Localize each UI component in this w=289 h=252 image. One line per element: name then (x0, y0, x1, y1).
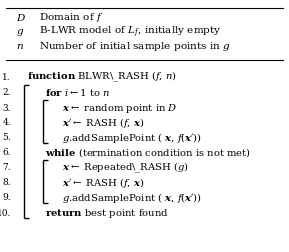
Text: $\mathbf{return}$ best point found: $\mathbf{return}$ best point found (45, 206, 169, 219)
Text: 4.: 4. (2, 118, 11, 127)
Text: $g$.addSamplePoint ( $\boldsymbol{x}$, $f$($\boldsymbol{x}'$)): $g$.addSamplePoint ( $\boldsymbol{x}$, $… (62, 190, 202, 204)
Text: $\boldsymbol{x}' \leftarrow$ RASH ($f$, $\boldsymbol{x}$): $\boldsymbol{x}' \leftarrow$ RASH ($f$, … (62, 115, 144, 129)
Text: $\boldsymbol{x} \leftarrow$ random point in $D$: $\boldsymbol{x} \leftarrow$ random point… (62, 101, 178, 114)
Text: $\mathbf{for}$ $i \leftarrow 1$ to $n$: $\mathbf{for}$ $i \leftarrow 1$ to $n$ (45, 87, 110, 98)
Text: 1.: 1. (2, 72, 11, 81)
Text: 6.: 6. (2, 148, 11, 157)
Text: $\mathbf{function}$ BLWR\_RASH ($f$, $n$): $\mathbf{function}$ BLWR\_RASH ($f$, $n$… (27, 70, 176, 84)
Text: Number of initial sample points in $g$: Number of initial sample points in $g$ (39, 40, 231, 53)
Text: 10.: 10. (0, 208, 11, 217)
Text: B-LWR model of $L_f$, initially empty: B-LWR model of $L_f$, initially empty (39, 24, 221, 40)
Text: $D$: $D$ (16, 12, 26, 23)
Text: $n$: $n$ (16, 42, 24, 51)
Text: 3.: 3. (3, 103, 11, 112)
Text: $g$.addSamplePoint ( $\boldsymbol{x}$, $f$($\boldsymbol{x}'$)): $g$.addSamplePoint ( $\boldsymbol{x}$, $… (62, 130, 202, 144)
Text: $\boldsymbol{x} \leftarrow$ Repeated\_RASH ($g$): $\boldsymbol{x} \leftarrow$ Repeated\_RA… (62, 160, 189, 174)
Text: Domain of $f$: Domain of $f$ (39, 11, 104, 24)
Text: 5.: 5. (2, 133, 11, 142)
Text: $g$: $g$ (16, 26, 24, 38)
Text: $\mathbf{while}$ (termination condition is not met): $\mathbf{while}$ (termination condition … (45, 146, 251, 159)
Text: 8.: 8. (2, 177, 11, 186)
Text: $\boldsymbol{x}' \leftarrow$ RASH ($f$, $\boldsymbol{x}$): $\boldsymbol{x}' \leftarrow$ RASH ($f$, … (62, 175, 144, 189)
Text: 2.: 2. (3, 88, 11, 97)
Text: 9.: 9. (2, 192, 11, 201)
Text: 7.: 7. (2, 163, 11, 172)
